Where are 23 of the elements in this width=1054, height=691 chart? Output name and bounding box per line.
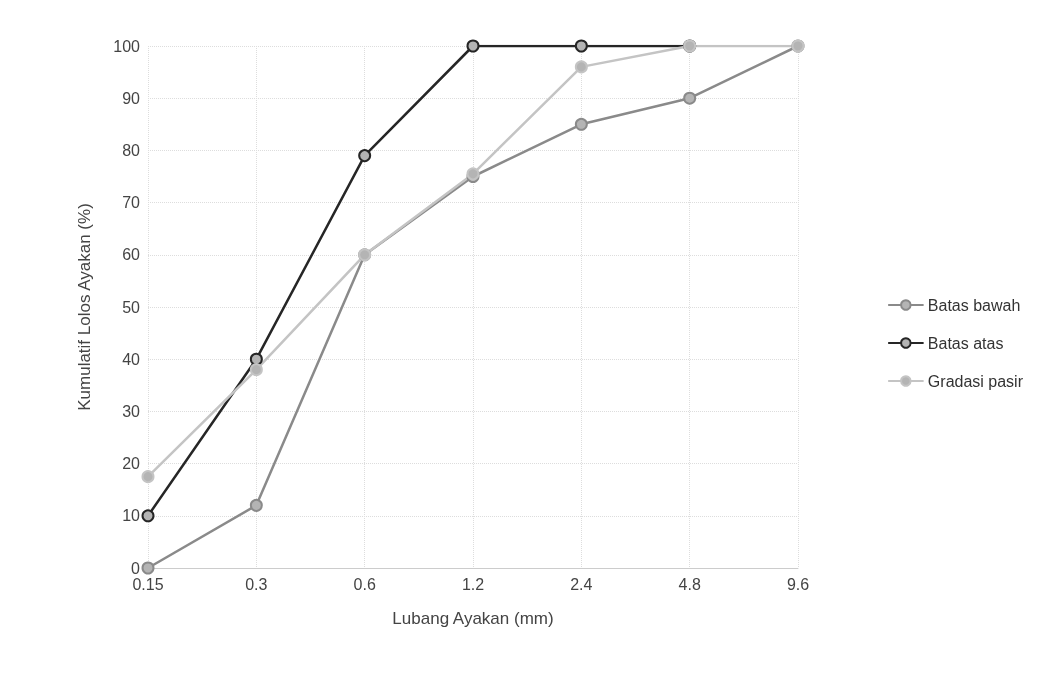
y-tick-label: 90 [122,89,141,107]
y-tick-label: 40 [122,350,141,368]
x-tick-label: 1.2 [461,575,485,593]
y-tick-label: 20 [122,455,141,473]
y-tick-label: 60 [122,246,141,264]
y-axis-title: Kumulatif Lolos Ayakan (%) [75,203,94,411]
y-tick-label: 80 [122,141,141,159]
y-tick-label: 30 [122,402,141,420]
y-tick-label: 0 [131,559,141,577]
y-tick-label: 50 [122,298,141,316]
x-tick-label: 0.15 [132,575,164,593]
x-tick-label: 0.3 [245,575,268,593]
legend-label: Batas atas [927,334,1004,352]
legend-label: Gradasi pasir [927,372,1024,390]
x-tick-label: 2.4 [570,575,593,593]
x-tick-label: 9.6 [786,575,810,593]
y-tick-label: 10 [122,507,141,525]
x-tick-label: 0.6 [353,575,376,593]
y-tick-label: 100 [113,37,141,55]
x-axis-title: Lubang Ayakan (mm) [392,609,554,628]
legend-label: Batas bawah [927,296,1021,314]
y-tick-label: 70 [122,194,141,212]
x-tick-label: 4.8 [678,575,701,593]
